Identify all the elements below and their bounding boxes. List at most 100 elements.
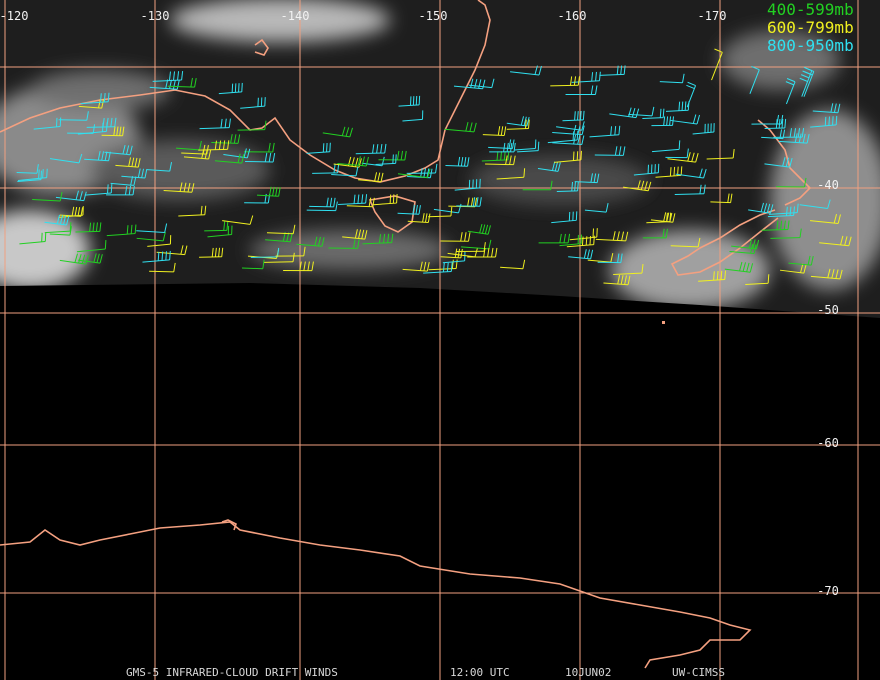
wind-barb [222,215,254,225]
barb-flag [176,80,180,90]
wind-barb [517,141,540,153]
wind-barb [312,163,340,174]
barb-flag [833,103,837,113]
barb-flag [387,233,390,243]
barb-flag [268,142,271,153]
lon-label: -140 [281,9,310,23]
barb-shaft [322,132,350,138]
barb-flag [571,181,574,192]
barb-flag [101,99,105,109]
barb-flag [99,222,102,232]
barb-flag [96,253,100,263]
barb-flag [380,172,384,182]
barb-flag [483,247,486,258]
barb-flag [703,169,707,179]
barb-shaft [801,70,813,97]
barb-flag [128,157,132,167]
wind-barb [698,270,727,282]
barb-flag [372,144,375,154]
barb-flag [787,220,790,230]
barb-flag [357,156,361,166]
barb-flag [100,93,102,103]
barb-shaft [342,236,365,240]
barb-flag [581,236,584,246]
barb-flag [292,224,296,234]
barb-flag [520,116,525,126]
barb-flag [204,205,207,215]
barb-flag [326,142,328,153]
barb-shaft [397,212,420,215]
barb-shaft [407,220,429,224]
wind-barb [496,168,526,180]
barb-flag [97,151,101,161]
barb-shaft [778,140,808,144]
barb-shaft [147,243,171,247]
barb-flag [640,180,645,190]
barb-flag [663,116,666,126]
wind-barb [115,157,141,168]
wind-barb [776,177,807,188]
barb-shaft [613,272,643,276]
barb-flag [122,144,126,155]
barb-flag [839,269,843,279]
wind-barb [156,245,188,256]
wind-barb [595,231,629,242]
legend-entry: 400-599mb [767,0,854,19]
barb-flag [133,176,137,186]
barb-flag [419,261,423,271]
wind-barb [214,153,245,164]
barb-flag [378,234,382,244]
barb-flag [508,139,512,149]
barb-flag [563,233,566,243]
wind-barb [240,97,266,109]
barb-shaft [163,190,192,193]
wind-barb [651,140,681,153]
barb-shaft [481,159,508,162]
barb-flag [794,133,798,143]
barb-flag [222,140,226,150]
barb-flag [172,79,176,90]
barb-flag [454,248,458,258]
barb-flag [237,153,241,163]
wind-barb [810,268,843,280]
barb-flag [303,261,306,271]
barb-flag [659,108,662,118]
barb-flag [763,203,768,213]
barb-flag [165,79,169,89]
barb-shaft [444,128,475,133]
wind-barb [556,181,579,192]
barb-shaft [136,237,164,242]
barb-flag [134,157,138,168]
wind-barb [167,77,197,88]
wind-barb [397,168,431,179]
barb-flag [303,246,306,256]
footer-title: GMS-5 INFRARED-CLOUD DRIFT WINDS [126,666,338,679]
wind-barb [445,156,470,167]
barb-flag [686,84,695,90]
wind-barb [199,247,224,258]
barb-flag [241,154,245,164]
barb-flag [101,122,104,132]
barb-flag [426,168,431,178]
barb-flag [784,118,787,128]
barb-flag [510,142,513,153]
barb-flag [780,114,784,125]
barb-flag [93,253,97,263]
barb-shaft [59,259,86,265]
barb-flag [268,152,272,163]
barb-flag [669,116,672,126]
barb-shaft [768,212,798,215]
barb-shaft [788,262,812,266]
barb-flag [211,247,214,257]
wind-barb [433,203,462,214]
barb-flag [208,149,212,160]
barb-shaft [358,179,382,183]
barb-flag [333,197,336,207]
barb-flag [335,201,338,211]
barb-flag [220,118,223,128]
barb-flag [828,116,830,126]
barb-flag [98,98,101,109]
barb-flag [793,128,797,138]
wind-barb [84,151,111,162]
